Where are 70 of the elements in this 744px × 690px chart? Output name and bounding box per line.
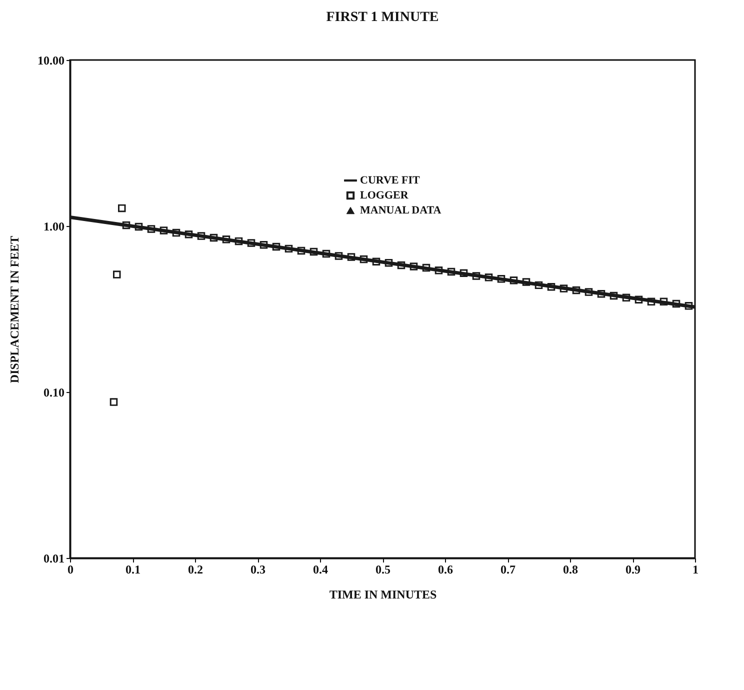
point (284, 244, 293, 253)
point (147, 225, 156, 233)
legend-label: MANUAL DATA (360, 204, 442, 216)
y-tick-label: 1.00 (44, 220, 64, 234)
point (534, 281, 543, 290)
point (347, 253, 356, 261)
point (272, 242, 280, 251)
point (647, 298, 656, 306)
point (297, 246, 306, 255)
x-tick-label: 0.2 (188, 562, 203, 576)
point (422, 264, 430, 272)
point (397, 261, 406, 270)
point (247, 239, 256, 247)
point (160, 226, 168, 234)
y-tick-label: 0.10 (44, 386, 64, 400)
point (360, 255, 368, 264)
point (460, 269, 468, 278)
legend-label: LOGGER (360, 190, 410, 202)
y-tick-label: 10.00 (38, 54, 64, 68)
legend-label: CURVE FIT (360, 174, 420, 186)
point (447, 268, 456, 276)
point (118, 204, 126, 212)
x-tick-label: 0.4 (313, 562, 328, 576)
x-tick-label: 0.1 (126, 562, 140, 576)
x-tick-label: 0.3 (250, 562, 266, 576)
point (372, 258, 380, 266)
point (472, 272, 480, 280)
point (410, 262, 418, 270)
point (210, 234, 218, 242)
point (622, 294, 630, 302)
point (484, 274, 493, 282)
point (260, 240, 268, 249)
x-tick-label: 1 (692, 562, 698, 576)
point (672, 300, 680, 308)
point (222, 236, 230, 244)
point (184, 230, 193, 238)
point (134, 222, 143, 231)
x-tick-label: 0.7 (500, 562, 516, 576)
point (384, 258, 393, 267)
point (497, 275, 506, 283)
y-axis-title: DISPLACEMENT IN FEET (8, 236, 22, 384)
point (522, 278, 530, 286)
x-axis-title: TIME IN MINUTES (329, 588, 437, 602)
point (547, 282, 556, 291)
point (322, 250, 330, 258)
point (584, 288, 593, 296)
point (684, 302, 693, 310)
point (172, 228, 180, 237)
point (110, 398, 118, 406)
point (334, 252, 343, 260)
point (510, 276, 518, 284)
point (434, 266, 443, 274)
x-tick-label: 0.8 (563, 562, 578, 576)
point (660, 298, 668, 306)
x-tick-label: 0.5 (376, 562, 390, 576)
point (634, 296, 643, 304)
point (234, 237, 243, 246)
x-tick-label: 0.6 (438, 562, 453, 576)
point (113, 270, 121, 278)
point (560, 284, 568, 292)
chart-title: FIRST 1 MINUTE (326, 10, 439, 25)
point (122, 221, 130, 230)
point (197, 232, 206, 240)
point (310, 248, 318, 256)
y-tick-label: 0.01 (44, 552, 64, 566)
x-tick-label: 0.9 (626, 562, 640, 576)
point (610, 292, 618, 300)
point (597, 290, 606, 298)
point (572, 286, 580, 294)
x-tick-label: 0 (68, 562, 74, 576)
